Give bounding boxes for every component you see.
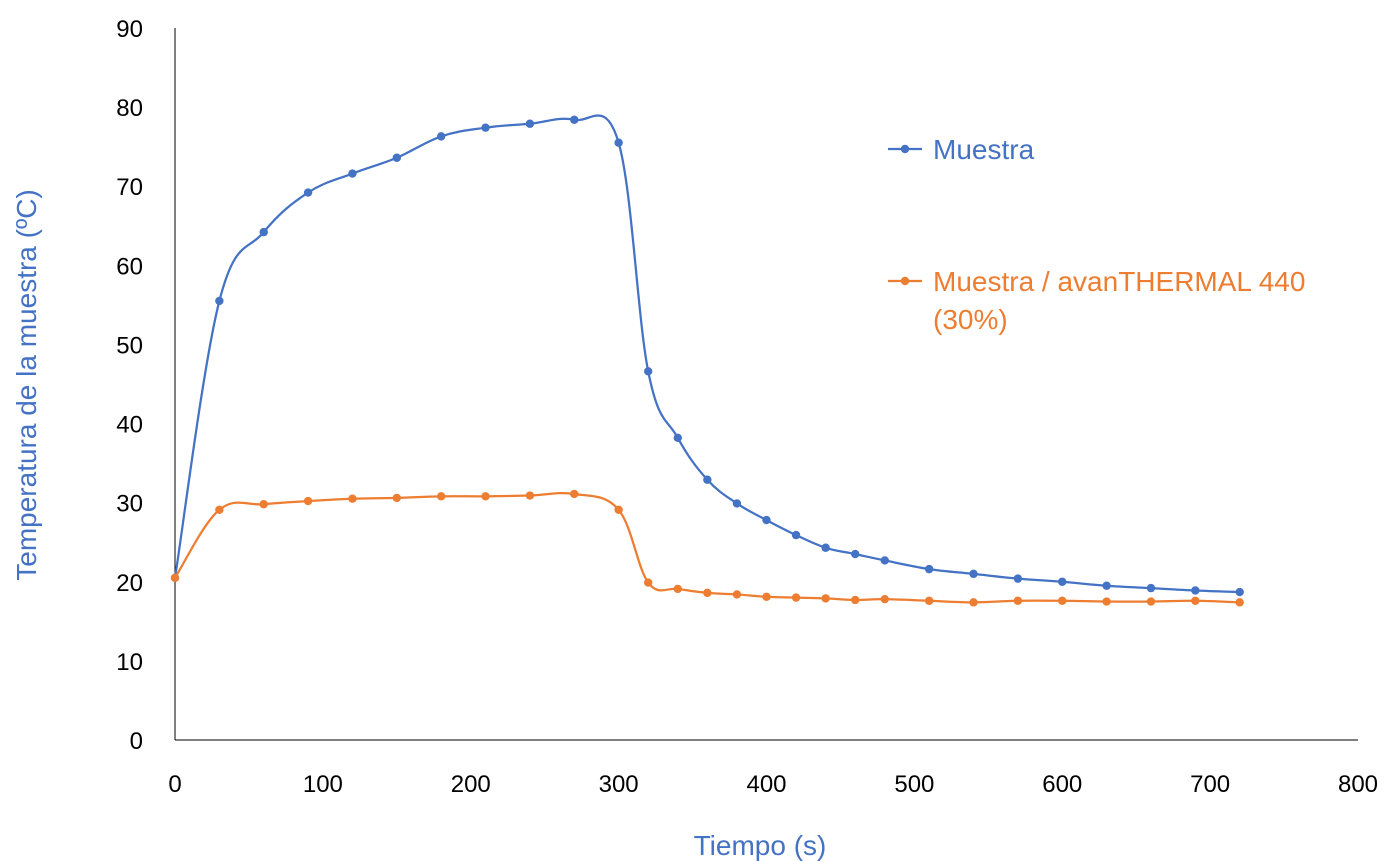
data-point bbox=[436, 132, 446, 141]
data-point bbox=[570, 115, 579, 124]
legend-item-2: Muestra / avanTHERMAL 440 (30%) bbox=[888, 266, 1305, 335]
data-point bbox=[791, 530, 801, 540]
data-point bbox=[880, 594, 889, 604]
data-point bbox=[614, 505, 623, 514]
data-point bbox=[1058, 577, 1067, 586]
data-point bbox=[303, 496, 313, 506]
data-point bbox=[1102, 597, 1111, 606]
data-point bbox=[880, 556, 889, 565]
data-point bbox=[1191, 596, 1200, 605]
legend-label: Muestra / avanTHERMAL 440 bbox=[933, 266, 1305, 297]
data-point bbox=[732, 590, 742, 599]
data-point bbox=[924, 596, 934, 605]
data-point bbox=[732, 499, 742, 508]
data-point bbox=[525, 491, 535, 500]
data-point bbox=[821, 594, 830, 603]
data-point bbox=[525, 119, 535, 128]
x-tick-label: 200 bbox=[451, 771, 491, 798]
data-point bbox=[644, 578, 653, 587]
y-tick-label: 90 bbox=[116, 16, 143, 43]
x-tick-label: 700 bbox=[1190, 771, 1230, 798]
series-line bbox=[173, 114, 1240, 594]
data-point bbox=[1013, 574, 1023, 583]
y-axis-title: Temperatura de la muestra (ºC) bbox=[11, 189, 42, 580]
x-tick-label: 600 bbox=[1042, 771, 1082, 798]
data-point bbox=[614, 138, 623, 147]
y-tick-label: 20 bbox=[116, 570, 143, 597]
data-point bbox=[481, 123, 490, 132]
data-point bbox=[392, 493, 402, 503]
y-tick-label: 10 bbox=[116, 649, 143, 676]
data-point bbox=[1013, 596, 1023, 605]
data-point bbox=[851, 549, 860, 559]
data-point bbox=[436, 492, 446, 501]
legend-label: Muestra bbox=[933, 134, 1035, 165]
series-layer bbox=[170, 114, 1244, 607]
legend-marker bbox=[900, 276, 910, 286]
x-tick-label: 300 bbox=[599, 771, 639, 798]
data-point bbox=[1191, 586, 1200, 595]
data-point bbox=[969, 598, 978, 607]
data-point bbox=[673, 433, 682, 442]
x-tick-label: 0 bbox=[168, 771, 181, 798]
data-point bbox=[851, 595, 860, 605]
x-tick-labels: 0 100 200 300 400 500 600 700 800 bbox=[168, 771, 1378, 798]
y-tick-label: 70 bbox=[116, 174, 143, 201]
series-2 bbox=[170, 489, 1244, 607]
data-point bbox=[1058, 596, 1067, 605]
data-point bbox=[644, 367, 653, 376]
data-point bbox=[673, 584, 682, 594]
x-tick-label: 400 bbox=[746, 771, 786, 798]
data-point bbox=[762, 592, 771, 602]
x-tick-label: 800 bbox=[1338, 771, 1378, 798]
data-point bbox=[170, 573, 180, 583]
series-1 bbox=[170, 114, 1244, 597]
legend-item-1: Muestra bbox=[888, 134, 1035, 165]
data-point bbox=[1146, 597, 1156, 606]
x-tick-label: 100 bbox=[303, 771, 343, 798]
data-point bbox=[1235, 598, 1244, 607]
y-tick-label: 60 bbox=[116, 253, 143, 280]
data-point bbox=[570, 489, 579, 499]
legend: Muestra Muestra / avanTHERMAL 440 (30%) bbox=[888, 134, 1305, 335]
data-point bbox=[821, 543, 830, 552]
data-point bbox=[215, 296, 224, 306]
series-line bbox=[174, 491, 1240, 604]
y-tick-label: 40 bbox=[116, 412, 143, 439]
y-tick-label: 30 bbox=[116, 491, 143, 518]
data-point bbox=[1235, 587, 1244, 597]
data-point bbox=[762, 515, 771, 525]
y-tick-label: 0 bbox=[130, 728, 143, 755]
data-point bbox=[703, 475, 712, 484]
x-axis-title: Tiempo (s) bbox=[694, 830, 827, 861]
y-tick-label: 80 bbox=[116, 95, 143, 122]
data-point bbox=[703, 588, 712, 598]
y-tick-label: 50 bbox=[116, 332, 143, 359]
data-point bbox=[259, 227, 268, 237]
data-point bbox=[481, 492, 490, 501]
data-point bbox=[1146, 583, 1156, 593]
data-point bbox=[392, 153, 402, 162]
axes bbox=[174, 28, 1358, 741]
data-point bbox=[924, 564, 934, 574]
data-point bbox=[969, 569, 978, 579]
data-point bbox=[1102, 581, 1111, 590]
data-point bbox=[215, 505, 224, 514]
legend-label: (30%) bbox=[933, 304, 1008, 335]
data-point bbox=[303, 188, 313, 197]
data-point bbox=[348, 169, 357, 178]
legend-marker bbox=[900, 144, 910, 154]
data-point bbox=[791, 593, 801, 602]
data-point bbox=[259, 500, 268, 509]
y-tick-labels: 0 10 20 30 40 50 60 70 80 90 bbox=[116, 16, 143, 755]
data-point bbox=[348, 494, 357, 503]
x-tick-label: 500 bbox=[894, 771, 934, 798]
